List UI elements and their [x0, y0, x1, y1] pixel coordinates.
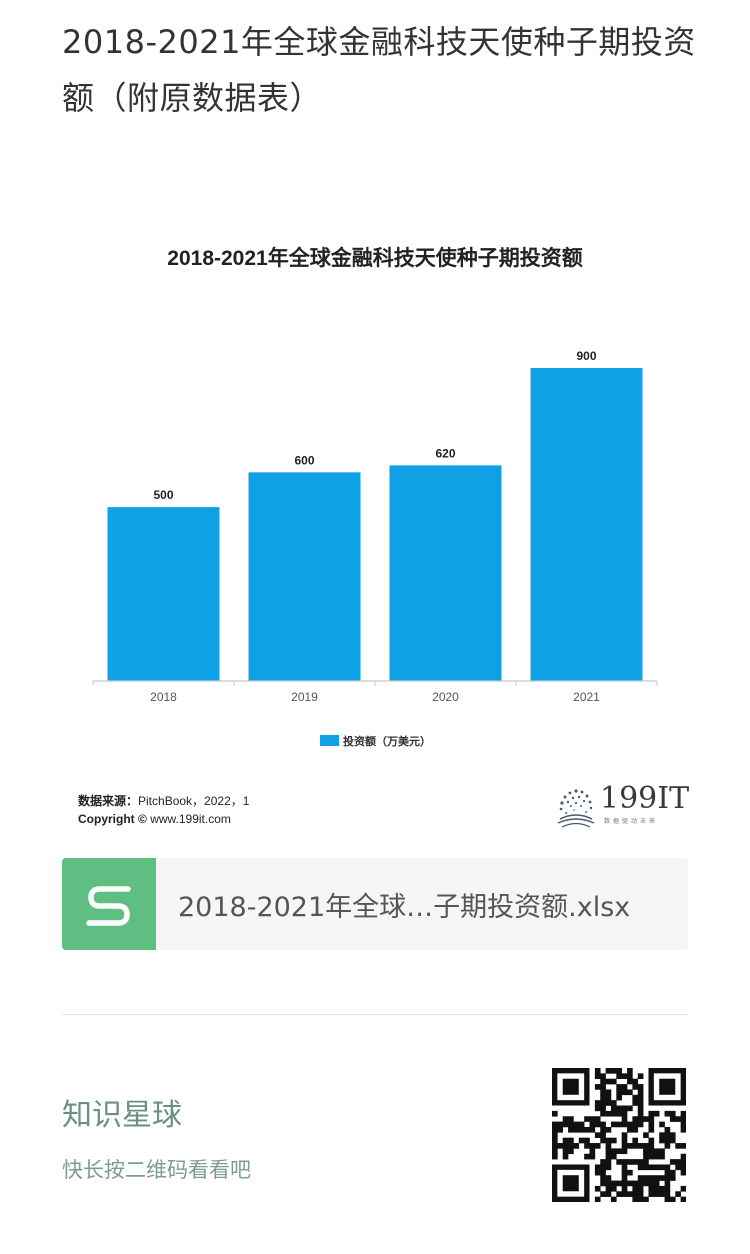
bar-2019 — [248, 472, 361, 681]
copyright-text: www.199it.com — [150, 812, 231, 826]
qr-code-graphic — [552, 1068, 687, 1203]
bar-2018 — [107, 507, 220, 681]
attachment-file-card[interactable]: 2018-2021年全球…子期投资额.xlsx — [62, 858, 688, 950]
x-tick-label-2020: 2020 — [432, 690, 459, 704]
legend-label: 投资额（万美元） — [343, 734, 431, 748]
chart-title: 2018-2021年全球金融科技天使种子期投资额 — [167, 246, 582, 270]
copyright-label: Copyright © — [78, 812, 147, 826]
spreadsheet-s-icon — [62, 858, 156, 950]
data-label-2018: 500 — [153, 488, 173, 502]
dandelion-logo-icon — [557, 789, 595, 828]
attachment-file-name[interactable]: 2018-2021年全球…子期投资额.xlsx — [178, 892, 631, 923]
legend: 投资额（万美元） — [320, 734, 431, 748]
x-tick-label-2019: 2019 — [291, 690, 318, 704]
data-label-2019: 600 — [294, 453, 314, 467]
qr-code-icon[interactable] — [552, 1068, 687, 1203]
source-text: PitchBook，2022，1 — [138, 794, 250, 808]
logo-text: 199IT — [600, 781, 690, 816]
data-label-2020: 620 — [435, 446, 455, 460]
data-label-2021: 900 — [576, 349, 596, 363]
logo-tagline: 数据驱动未来 — [604, 818, 659, 825]
planet-hint: 快长按二维码看看吧 — [62, 1158, 251, 1182]
article-title: 2018-2021年全球金融科技天使种子期投资额（附原数据表） — [62, 23, 696, 117]
brand-logo: 199IT 数据驱动未来 — [552, 781, 692, 833]
bar-chart: 2018-2021年全球金融科技天使种子期投资额 500 600 620 900 20… — [92, 246, 658, 748]
bar-2021 — [530, 368, 643, 681]
section-divider — [62, 1014, 688, 1015]
copyright-line: Copyright © www.199it.com — [78, 812, 231, 826]
chart-image: 2018-2021年全球金融科技天使种子期投资额 500 600 620 900 20… — [30, 215, 720, 845]
legend-swatch — [320, 735, 339, 746]
s-letter-icon — [86, 886, 131, 926]
planet-title: 知识星球 — [62, 1098, 182, 1133]
x-tick-label-2021: 2021 — [573, 690, 600, 704]
source-label: 数据来源： — [78, 794, 139, 808]
source-line: 数据来源：PitchBook，2022，1 — [78, 792, 249, 809]
x-tick-label-2018: 2018 — [150, 690, 177, 704]
bar-2020 — [389, 465, 502, 681]
